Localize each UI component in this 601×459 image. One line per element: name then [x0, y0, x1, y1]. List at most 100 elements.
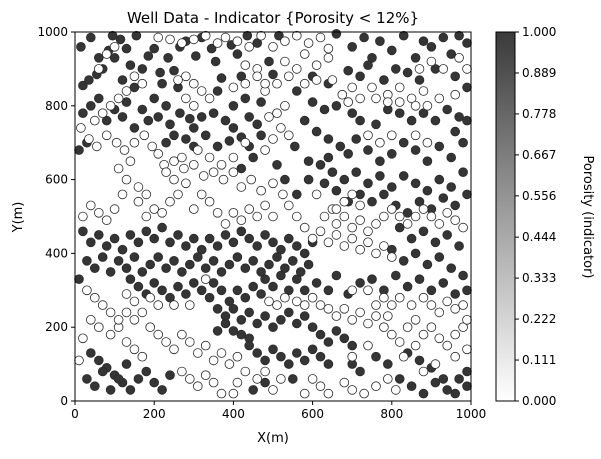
data-point-open [355, 244, 365, 255]
data-point-open [117, 189, 128, 200]
data-point-open [169, 156, 179, 167]
chart-title: Well Data - Indicator {Porosity < 12%} [127, 9, 419, 27]
data-point-filled [97, 252, 108, 262]
data-point-filled [422, 156, 433, 167]
data-point-open [113, 314, 124, 325]
data-point-open [299, 222, 310, 233]
data-point-open [315, 381, 326, 392]
data-point-filled [240, 93, 251, 104]
data-point-open [442, 340, 453, 351]
colorbar-tick-label: 0.444 [522, 230, 556, 244]
data-point-filled [121, 263, 132, 274]
data-point-filled [410, 145, 421, 155]
data-point-open [189, 160, 199, 170]
data-point-filled [143, 115, 154, 126]
data-point-open [406, 300, 417, 310]
data-point-open [264, 112, 274, 122]
data-point-open [240, 78, 251, 89]
data-point-filled [236, 226, 247, 237]
data-point-open [331, 311, 342, 321]
data-point-open [442, 296, 453, 307]
data-point-open [379, 322, 389, 333]
data-point-filled [220, 115, 231, 126]
data-point-filled [101, 241, 112, 251]
data-point-open [363, 318, 373, 329]
data-point-open [434, 333, 445, 344]
data-point-open [90, 115, 100, 126]
data-point-open [189, 78, 199, 89]
data-point-filled [268, 69, 278, 80]
data-point-filled [256, 130, 266, 141]
data-point-open [113, 93, 124, 104]
data-point-filled [177, 267, 187, 277]
data-point-open [450, 215, 461, 226]
data-point-filled [283, 307, 294, 318]
data-point-filled [398, 137, 409, 148]
data-point-open [121, 86, 132, 96]
data-point-filled [426, 285, 437, 296]
data-point-filled [117, 244, 128, 255]
data-point-open [375, 137, 385, 148]
data-point-open [137, 307, 148, 318]
data-point-open [307, 233, 318, 244]
data-point-open [410, 211, 421, 222]
colorbar-label: Porosity (indicator) [580, 155, 595, 278]
data-point-filled [462, 115, 472, 126]
data-point-filled [299, 355, 310, 366]
data-point-filled [430, 237, 441, 248]
data-point-open [129, 344, 140, 355]
data-point-filled [143, 51, 154, 61]
data-point-open [177, 366, 187, 377]
data-point-open [450, 89, 461, 100]
data-point-open [382, 311, 393, 321]
data-point-open [280, 36, 290, 46]
data-point-open [347, 222, 358, 233]
data-point-filled [157, 222, 167, 233]
data-point-open [418, 86, 429, 96]
data-point-filled [86, 348, 96, 358]
data-point-filled [236, 329, 247, 340]
data-point-filled [141, 226, 152, 237]
data-point-filled [212, 141, 223, 152]
data-point-filled [220, 318, 231, 329]
colorbar-tick-label: 0.556 [522, 189, 556, 203]
data-point-filled [145, 259, 156, 270]
data-point-open [137, 78, 148, 89]
data-point-filled [307, 322, 318, 333]
data-point-filled [299, 115, 310, 126]
data-point-filled [157, 78, 167, 89]
data-point-filled [236, 163, 247, 174]
data-point-open [236, 182, 247, 192]
data-point-open [355, 200, 365, 211]
data-point-filled [248, 255, 259, 266]
data-point-filled [315, 160, 326, 170]
data-point-filled [347, 108, 358, 118]
data-point-open [177, 152, 187, 163]
data-point-open [280, 101, 290, 111]
data-point-filled [371, 119, 381, 130]
data-point-open [291, 30, 302, 41]
data-point-filled [157, 285, 167, 296]
data-point-open [276, 374, 286, 384]
data-point-filled [86, 101, 96, 111]
data-point-filled [185, 259, 195, 270]
data-point-filled [442, 104, 453, 115]
data-point-open [280, 56, 290, 67]
data-point-filled [236, 314, 247, 325]
data-point-open [200, 340, 211, 351]
data-point-open [181, 71, 191, 82]
data-point-filled [287, 374, 298, 384]
data-point-open [363, 226, 373, 237]
data-point-filled [446, 263, 457, 274]
data-point-filled [165, 237, 175, 248]
data-point-filled [78, 226, 88, 237]
data-point-open [153, 32, 164, 43]
data-point-filled [76, 41, 86, 52]
data-point-open [339, 377, 350, 388]
data-point-open [323, 43, 334, 54]
data-point-filled [191, 51, 201, 61]
data-point-open [185, 337, 195, 347]
data-point-open [189, 101, 199, 111]
data-point-open [394, 97, 405, 107]
data-point-open [181, 93, 191, 104]
